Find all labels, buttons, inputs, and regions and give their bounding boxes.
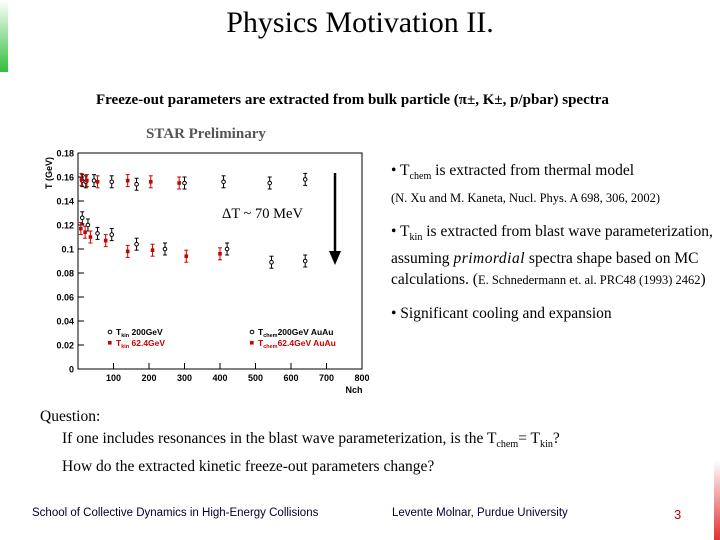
data-point <box>269 255 274 269</box>
data-point <box>134 237 139 251</box>
y-tick-label: 0.02 <box>56 341 74 351</box>
question-block: Question: If one includes resonances in … <box>40 406 560 478</box>
data-point <box>79 211 85 225</box>
data-point <box>148 175 153 189</box>
data-point <box>84 174 89 188</box>
data-point <box>224 242 230 256</box>
delta-t-annotation: ΔT ~ 70 MeV <box>222 206 303 222</box>
page-number: 3 <box>674 507 682 522</box>
data-point <box>150 243 155 257</box>
x-tick-label: 800 <box>354 373 369 383</box>
star-preliminary-label: STAR Preliminary <box>146 126 266 142</box>
data-point <box>162 242 168 256</box>
y-tick-label: 0.06 <box>56 293 74 303</box>
svg-text:Tchem200GeV AuAu: Tchem200GeV AuAu <box>258 327 333 339</box>
chart-axes: 0 0.02 0.04 0.06 0.08 0.1 0.12 0.14 0.16 0.18 100 2… <box>44 149 370 396</box>
data-point <box>267 176 272 190</box>
y-axis-label: T (GeV) <box>44 157 54 189</box>
data-point <box>83 225 88 239</box>
slide-title: Physics Motivation II. <box>226 6 494 39</box>
data-point <box>302 254 308 268</box>
bullet-tkin: • Tkin is extracted from blast wave para… <box>391 223 713 289</box>
legend-entry: Tkin 200GeV <box>107 327 163 339</box>
data-point <box>125 174 130 188</box>
data-point <box>85 218 91 232</box>
data-point <box>78 222 83 236</box>
x-tick-label: 200 <box>141 373 156 383</box>
data-point <box>109 175 115 189</box>
x-axis-label: Nch <box>345 385 362 395</box>
data-point <box>221 175 226 189</box>
data-point <box>184 249 189 263</box>
corner-decoration-top <box>0 0 8 72</box>
y-tick-label: 0.14 <box>56 197 74 207</box>
svg-text:Tkin 200GeV: Tkin 200GeV <box>116 327 163 339</box>
x-tick-label: 600 <box>283 373 298 383</box>
data-point <box>88 230 93 244</box>
question-line-2: How do the extracted kinetic freeze-out … <box>62 458 435 476</box>
y-tick-label: 0.16 <box>56 173 74 183</box>
y-tick-label: 0.12 <box>56 221 74 231</box>
svg-text:Tkin 62.4GeV: Tkin 62.4GeV <box>116 338 165 350</box>
footer-school: School of Collective Dynamics in High-En… <box>32 507 319 519</box>
cooling-arrow <box>329 173 341 265</box>
data-point <box>109 228 115 242</box>
data-point <box>79 172 84 186</box>
legend-entry: Tchem200GeV AuAu <box>249 327 333 339</box>
legend-entry: Tkin 62.4GeV <box>108 338 165 350</box>
x-tick-label: 700 <box>319 373 334 383</box>
data-point <box>134 177 139 191</box>
reference-xu: (N. Xu and M. Kaneta, Nucl. Phys. A 698,… <box>391 191 661 206</box>
data-point <box>95 175 100 189</box>
y-tick-label: 0.1 <box>61 245 74 255</box>
data-point <box>177 176 182 190</box>
corner-decoration-bottom <box>714 460 720 540</box>
data-point <box>95 226 100 240</box>
data-point <box>182 176 187 190</box>
svg-text:Tchem62.4GeV AuAu: Tchem62.4GeV AuAu <box>258 338 336 350</box>
data-point <box>218 247 222 261</box>
x-tick-label: 100 <box>106 373 121 383</box>
data-point <box>103 234 108 248</box>
x-tick-label: 400 <box>212 373 227 383</box>
y-tick-label: 0.18 <box>56 149 74 159</box>
reference-schnedermann: E. Schnedermann et. al. PRC48 (1993) 246… <box>477 273 701 288</box>
x-tick-label: 500 <box>248 373 263 383</box>
question-line-1: If one includes resonances in the blast … <box>62 430 560 451</box>
y-tick-label: 0.04 <box>56 317 74 327</box>
slide-subtitle: Freeze-out parameters are extracted from… <box>96 92 609 108</box>
footer-author: Levente Molnar, Purdue University <box>392 507 568 519</box>
y-tick-label: 0.08 <box>56 269 74 279</box>
y-tick-label: 0 <box>69 365 74 375</box>
chart-points <box>78 172 308 269</box>
bullet-tchem: • Tchem is extracted from thermal model … <box>391 162 661 206</box>
question-label: Question: <box>40 408 101 425</box>
temperature-vs-nch-chart: 0 0.02 0.04 0.06 0.08 0.1 0.12 0.14 0.16 0.18 100 2… <box>44 149 370 396</box>
data-point <box>302 172 308 186</box>
legend-entry: Tchem62.4GeV AuAu <box>250 338 336 350</box>
bullet-list: • Tchem is extracted from thermal model … <box>391 160 713 336</box>
bullet-cooling: • Significant cooling and expansion <box>391 305 612 323</box>
x-tick-label: 300 <box>177 373 192 383</box>
data-point <box>125 244 130 258</box>
data-point <box>91 174 97 188</box>
